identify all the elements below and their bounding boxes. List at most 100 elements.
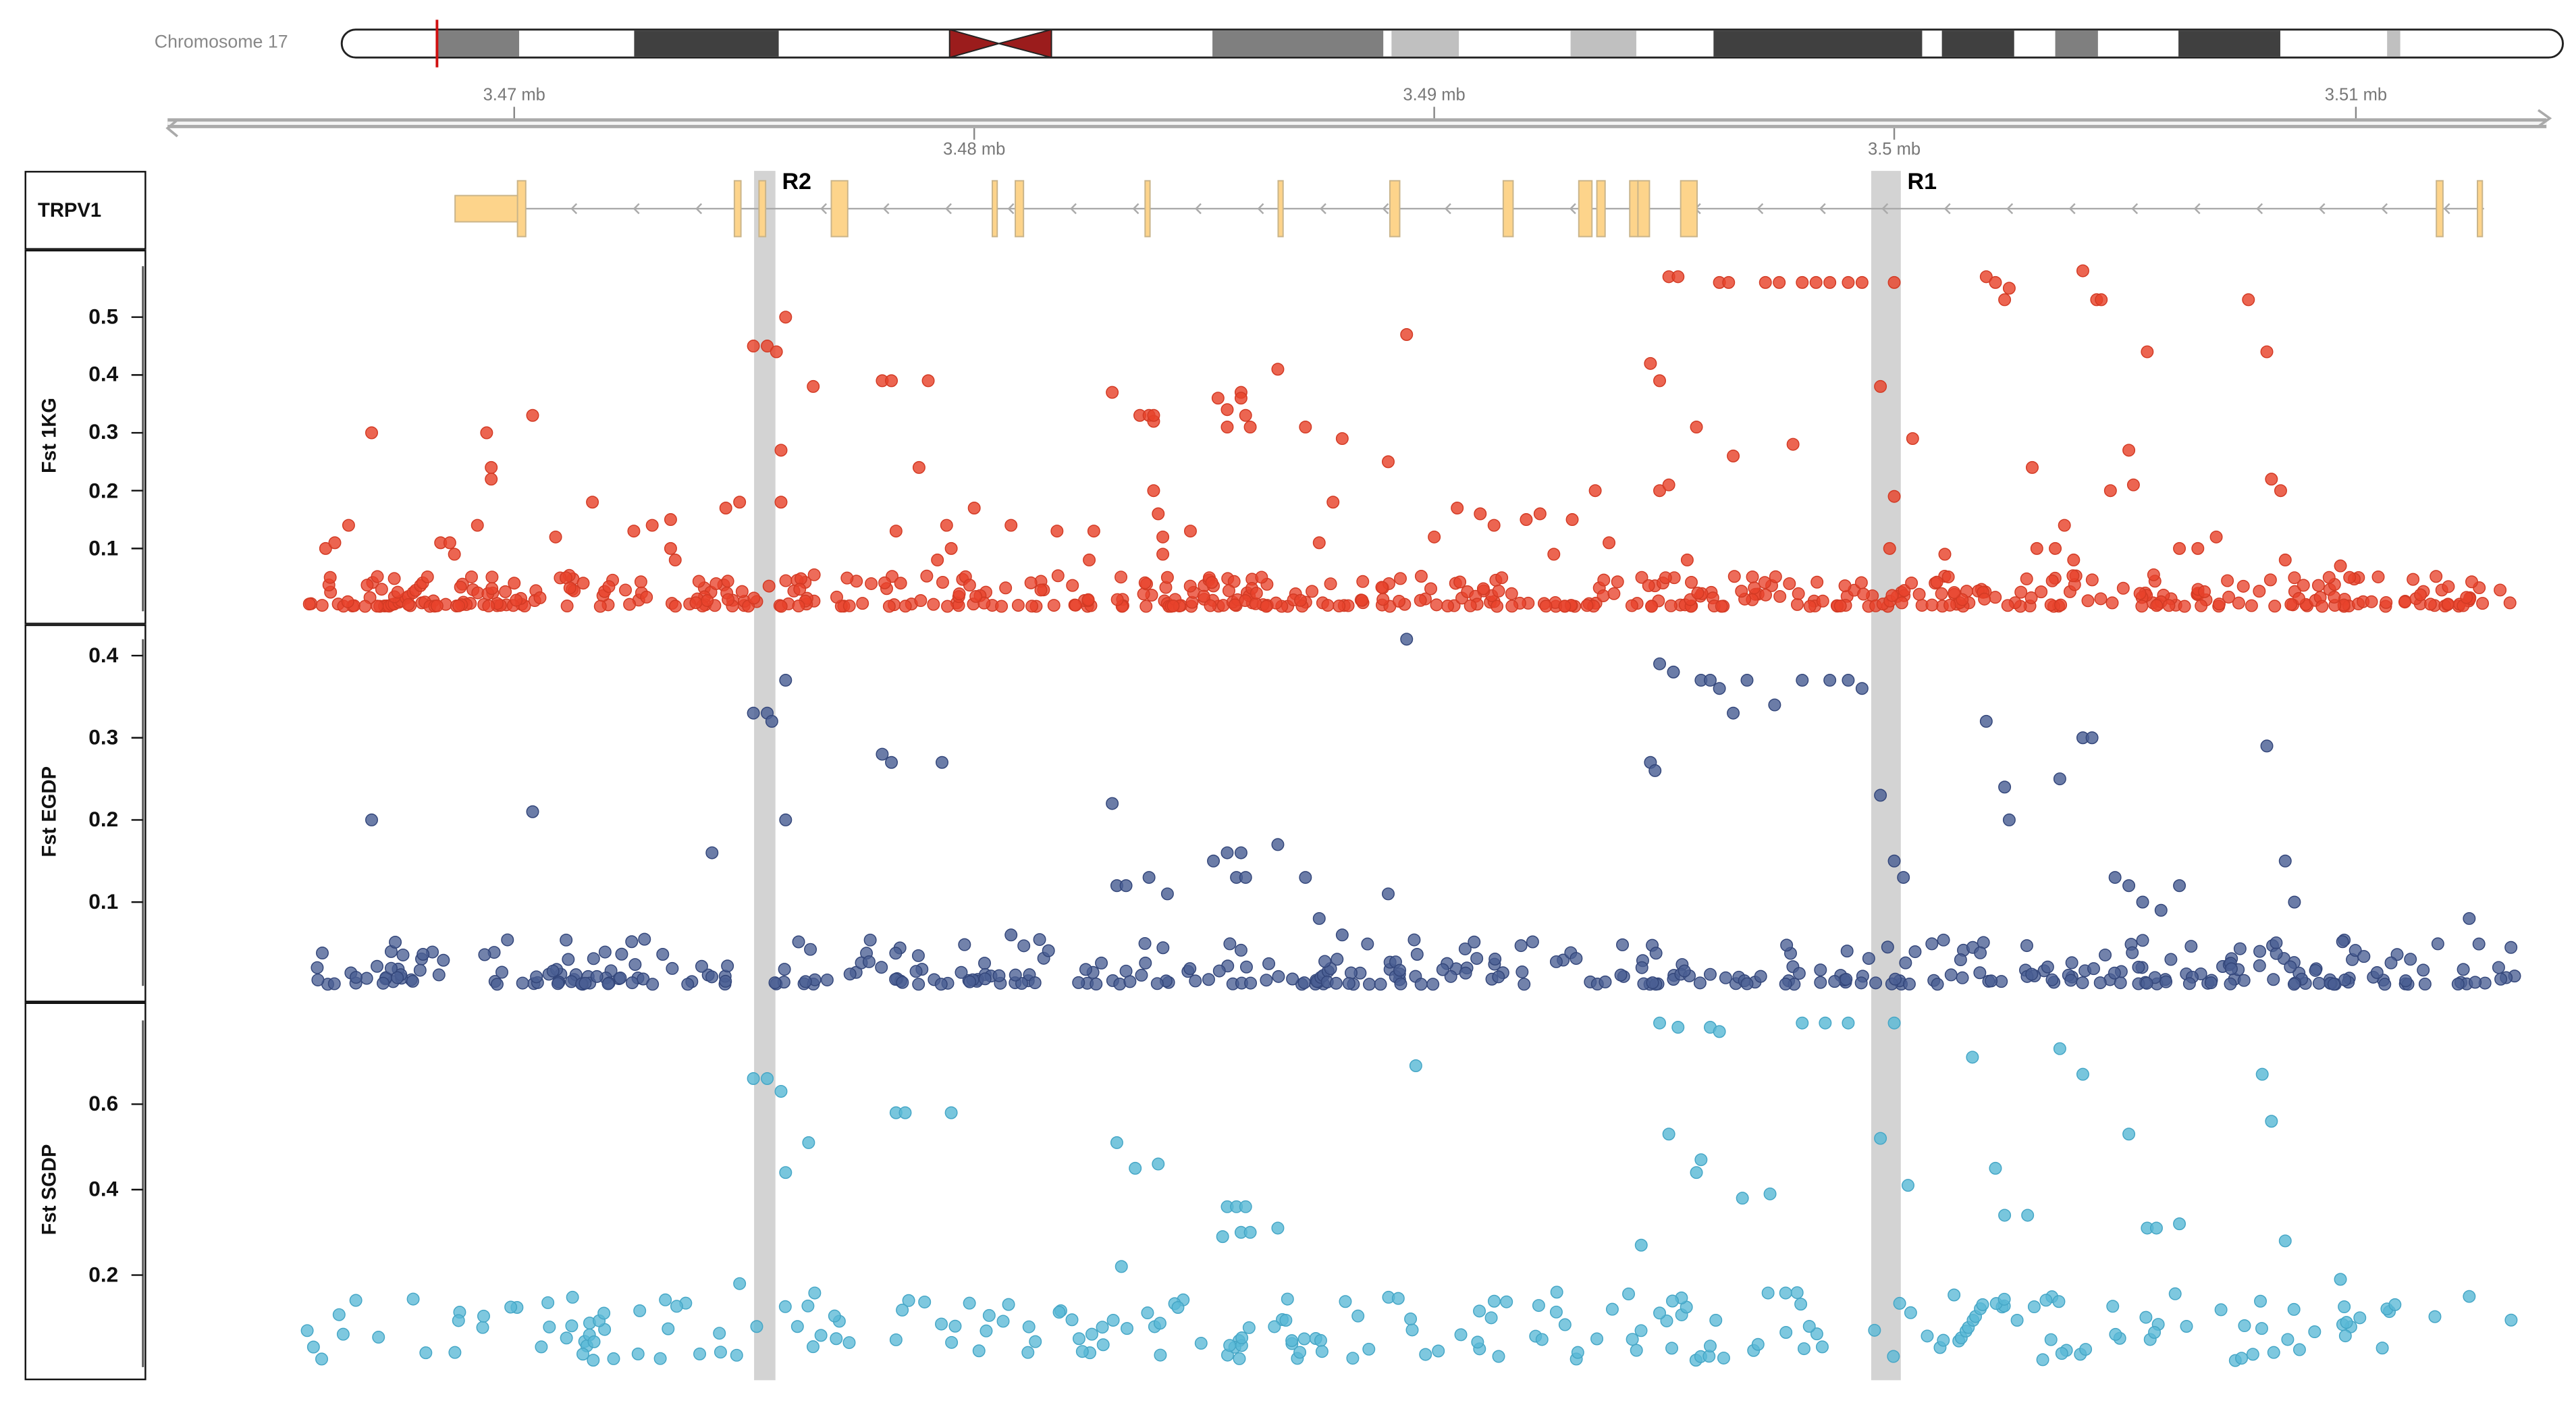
data-point: [1769, 570, 1782, 583]
data-point: [316, 947, 329, 960]
data-point: [563, 581, 576, 595]
data-point: [1727, 706, 1740, 720]
data-point: [1550, 1285, 1563, 1299]
data-point: [1532, 1299, 1545, 1313]
y-tick-label: 0.3: [88, 419, 119, 445]
strand-arrow-icon: [1569, 203, 1576, 215]
data-point: [1453, 575, 1467, 589]
data-point: [565, 1319, 579, 1333]
data-point: [1250, 587, 1263, 600]
data-point: [1998, 780, 2012, 794]
data-point: [967, 502, 981, 514]
data-point: [586, 496, 599, 509]
data-point: [792, 935, 805, 949]
data-point: [2122, 1128, 2136, 1141]
cytoband: [1212, 30, 1384, 57]
data-point: [1207, 854, 1220, 868]
data-point: [601, 977, 615, 990]
highlight-region-r2: [754, 171, 776, 1381]
strand-arrow-icon: [2193, 203, 2201, 215]
data-point: [443, 536, 456, 550]
data-point: [1419, 1348, 1432, 1361]
data-point: [1281, 1292, 1294, 1306]
data-point: [1243, 1225, 1257, 1239]
data-point: [1152, 1157, 1165, 1171]
data-point: [1611, 575, 1624, 589]
axis-tick-label: 3.49 mb: [1403, 85, 1466, 105]
data-point: [1244, 976, 1258, 990]
data-point: [1759, 275, 1772, 289]
data-point: [1526, 935, 1539, 949]
data-point: [1605, 1302, 1619, 1316]
data-point: [1792, 587, 1805, 600]
data-point: [1823, 674, 1837, 687]
data-point: [1680, 553, 1694, 566]
data-point: [1139, 956, 1152, 970]
data-point: [1518, 978, 1531, 991]
data-point: [1998, 293, 2012, 307]
data-point: [1736, 1192, 1749, 1205]
data-point: [921, 374, 935, 388]
data-point: [1855, 682, 1869, 695]
data-point: [2417, 963, 2430, 977]
data-point: [1106, 386, 1119, 399]
data-point: [1868, 1323, 1881, 1337]
data-point: [2338, 973, 2352, 986]
data-point: [1072, 1332, 1085, 1346]
data-point: [485, 473, 498, 486]
data-point: [792, 600, 805, 613]
data-point: [2036, 1353, 2049, 1367]
data-point: [2164, 953, 2178, 966]
data-point: [1335, 928, 1349, 942]
data-point: [770, 345, 783, 359]
data-point: [2224, 962, 2238, 976]
data-point: [2312, 976, 2326, 990]
data-point: [1096, 1338, 1110, 1352]
data-point: [828, 1309, 841, 1323]
data-point: [2336, 935, 2349, 949]
data-point: [709, 577, 723, 590]
data-point: [896, 976, 909, 989]
data-point: [2263, 573, 2277, 587]
data-point: [2457, 963, 2470, 976]
data-point: [454, 581, 467, 594]
data-point: [653, 1352, 667, 1365]
data-point: [1828, 975, 1842, 988]
data-point: [2024, 591, 2038, 604]
data-point: [360, 579, 374, 592]
data-point: [1874, 379, 1887, 393]
data-point: [2378, 978, 2392, 991]
data-point: [1535, 1333, 1549, 1346]
data-point: [2076, 264, 2089, 277]
data-point: [2173, 1217, 2186, 1231]
data-point: [779, 311, 793, 324]
data-point: [1318, 955, 1332, 968]
data-point: [2232, 596, 2245, 610]
data-point: [377, 976, 390, 990]
data-point: [2085, 731, 2099, 745]
data-point: [2002, 282, 2016, 295]
data-point: [306, 1340, 320, 1354]
cytoband: [2055, 30, 2098, 57]
data-point: [889, 1333, 903, 1346]
data-point: [1028, 976, 1042, 990]
data-point: [2054, 598, 2068, 612]
data-point: [1391, 1292, 1405, 1305]
data-point: [807, 379, 820, 393]
data-point: [452, 1314, 465, 1327]
data-point: [806, 1340, 820, 1354]
data-point: [1106, 797, 1119, 810]
data-point: [1160, 571, 1174, 584]
data-point: [778, 963, 791, 976]
data-point: [1333, 600, 1346, 613]
data-point: [1790, 1286, 1804, 1300]
exon: [2477, 180, 2484, 238]
data-point: [830, 590, 843, 604]
data-point: [2476, 597, 2490, 610]
data-point: [1414, 570, 1428, 583]
data-point: [935, 755, 948, 769]
data-point: [761, 340, 774, 353]
strand-arrow-icon: [2318, 203, 2326, 215]
data-point: [1626, 1333, 1639, 1346]
data-point: [1362, 1342, 1376, 1356]
